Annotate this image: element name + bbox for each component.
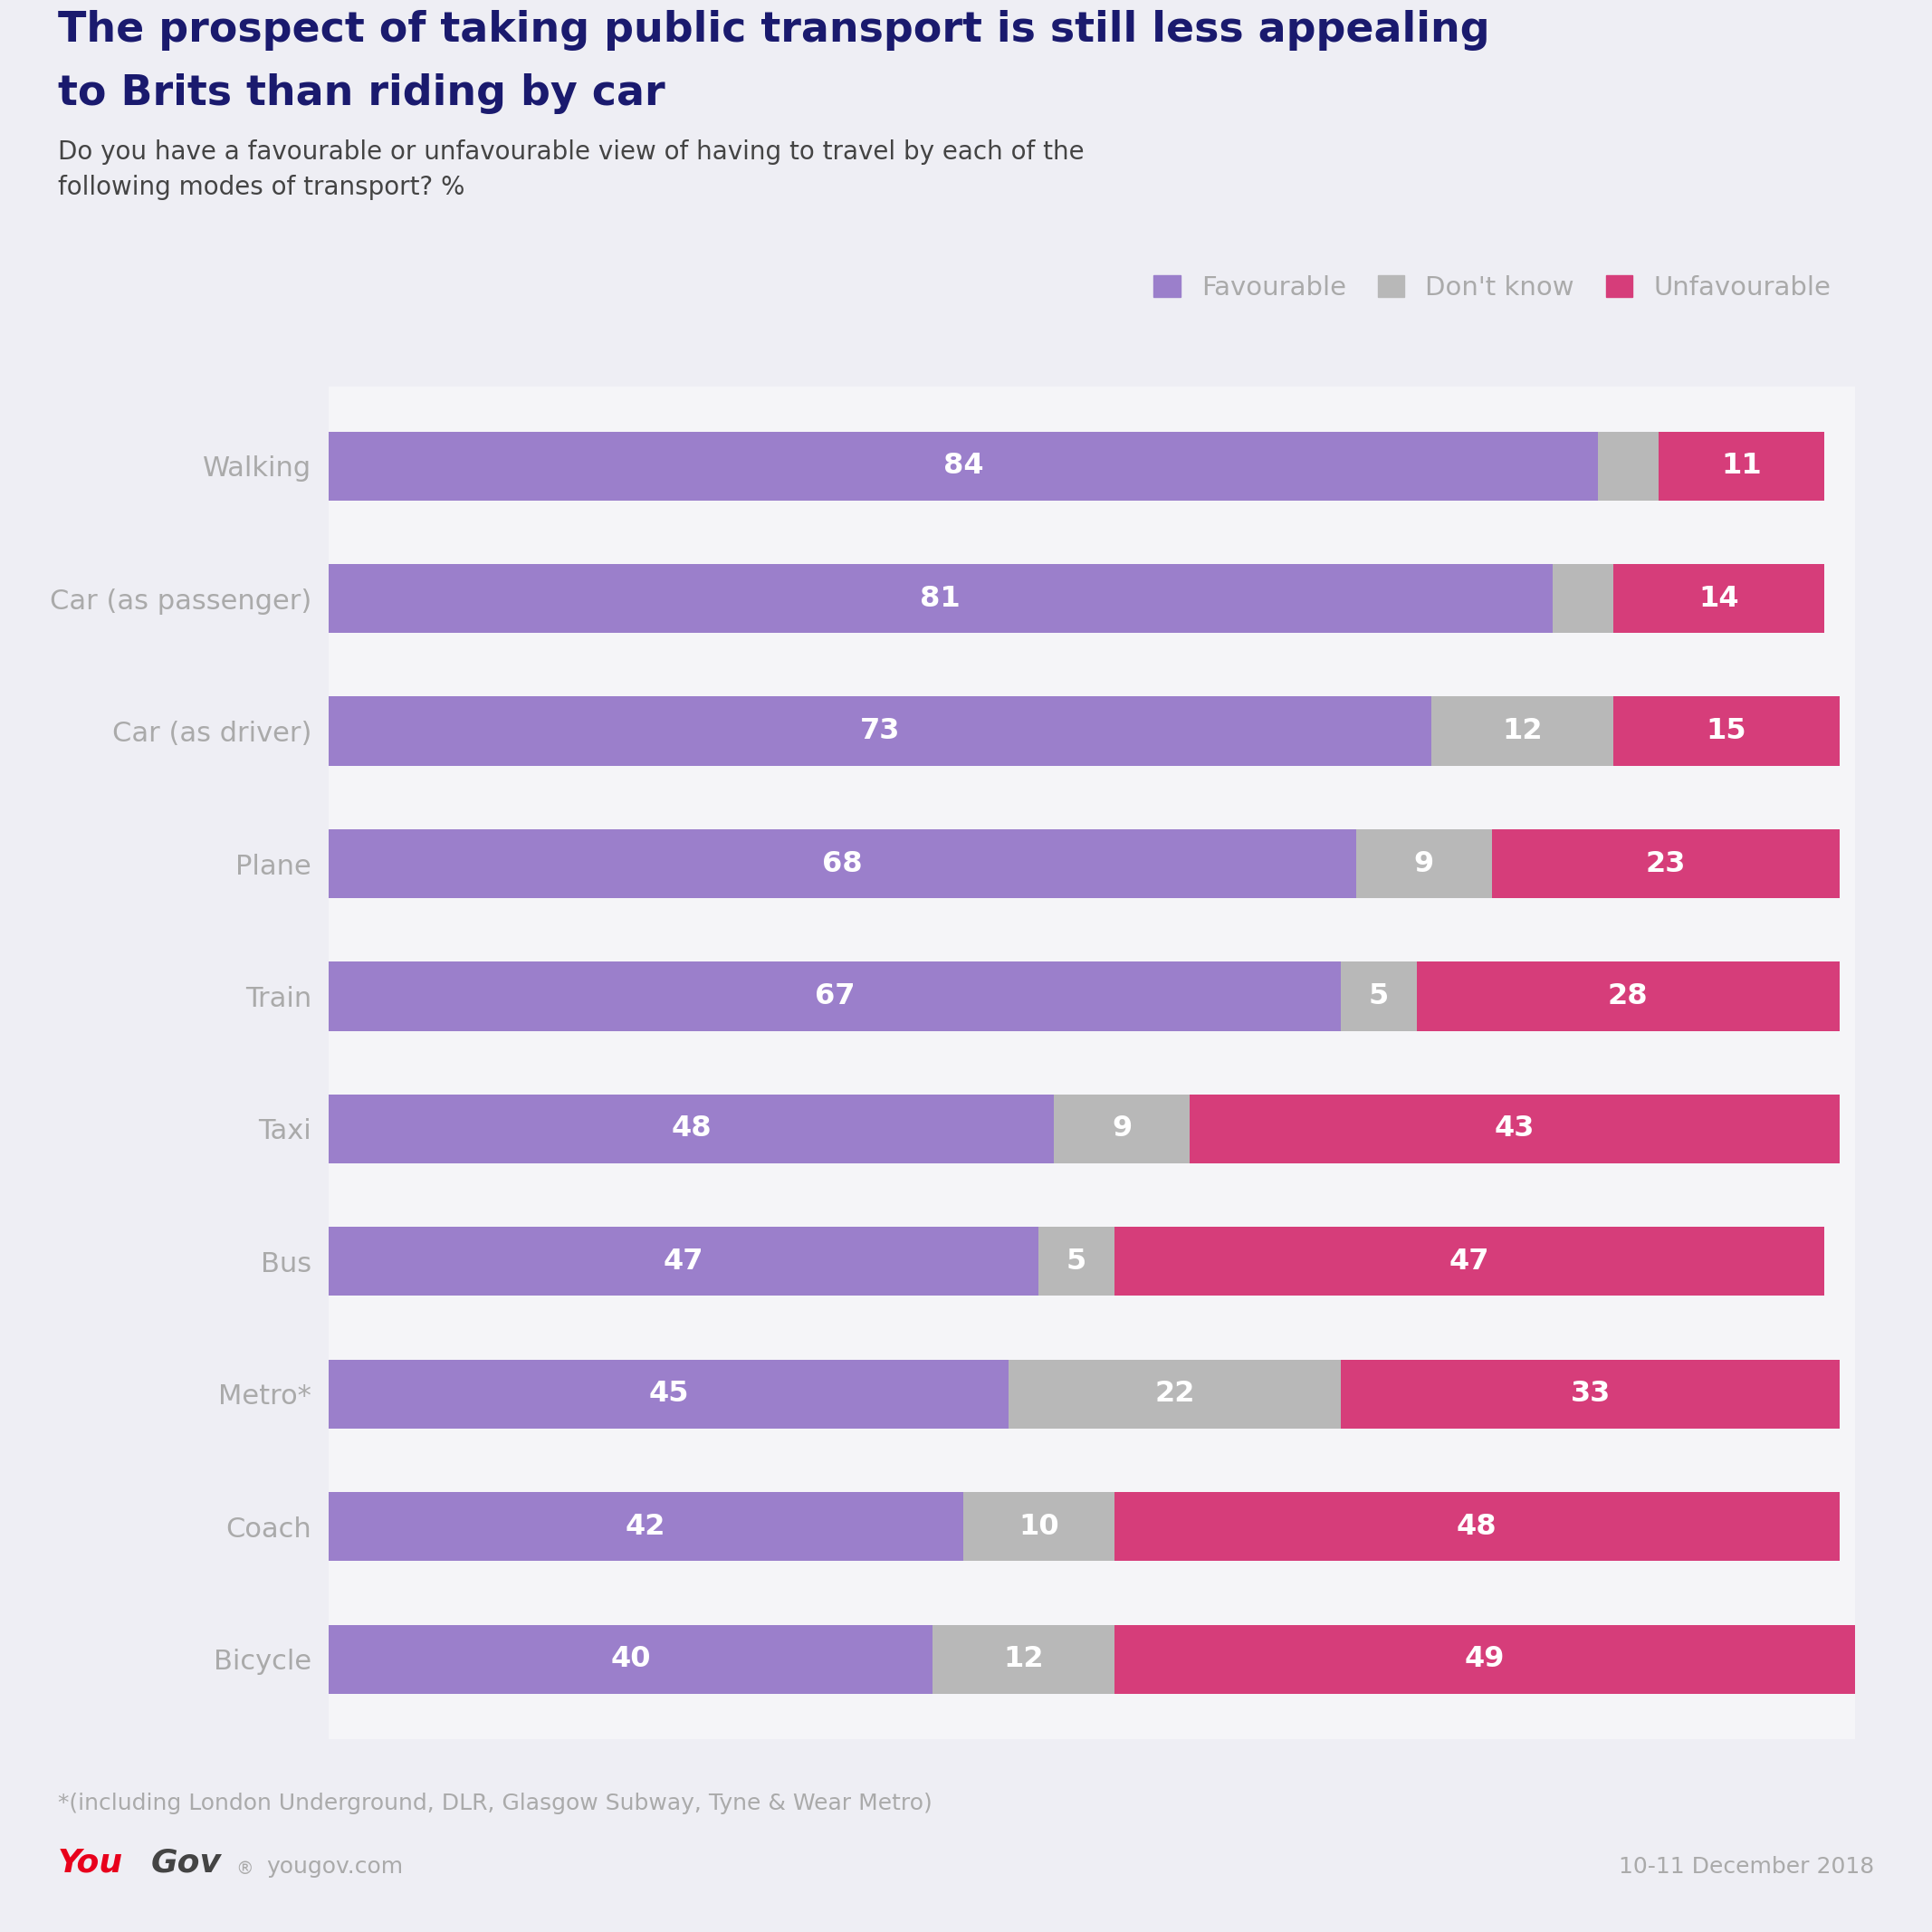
Text: 42: 42 [626,1513,667,1540]
Bar [1613,564,1824,634]
Bar [328,829,1356,898]
Text: to Brits than riding by car: to Brits than riding by car [58,73,665,114]
Bar [328,962,1341,1032]
Text: yougov.com: yougov.com [267,1857,404,1878]
Text: 49: 49 [1464,1646,1505,1673]
Bar [328,564,1553,634]
Text: 48: 48 [670,1115,711,1144]
Bar [328,1094,1053,1163]
Bar [1598,431,1658,500]
Bar [1416,962,1839,1032]
Bar [1341,1360,1839,1428]
Text: 40: 40 [611,1646,651,1673]
Legend: Favourable, Don't know, Unfavourable: Favourable, Don't know, Unfavourable [1144,265,1841,311]
Text: 22: 22 [1155,1379,1194,1408]
Bar [328,1492,964,1561]
Bar [1115,1625,1855,1694]
Text: You: You [58,1847,124,1878]
Text: 33: 33 [1571,1379,1609,1408]
Bar [328,431,1598,500]
Text: 10: 10 [1018,1513,1059,1540]
Text: 5: 5 [1368,981,1389,1010]
Text: The prospect of taking public transport is still less appealing: The prospect of taking public transport … [58,10,1490,50]
Bar [1115,1492,1839,1561]
Bar [933,1625,1115,1694]
Bar [1553,564,1613,634]
Text: 10-11 December 2018: 10-11 December 2018 [1619,1857,1874,1878]
Bar [1492,829,1839,898]
Bar [1009,1360,1341,1428]
Bar [1658,431,1824,500]
Text: 9: 9 [1111,1115,1132,1144]
Text: Gov: Gov [151,1847,222,1878]
Bar [328,1625,933,1694]
Bar [1341,962,1416,1032]
Text: 9: 9 [1414,850,1434,877]
Text: 48: 48 [1457,1513,1497,1540]
Bar [328,1360,1009,1428]
Text: 45: 45 [649,1379,688,1408]
Bar [1053,1094,1190,1163]
Text: 73: 73 [860,717,900,746]
Text: 12: 12 [1501,717,1542,746]
Bar [328,1227,1039,1296]
Bar [328,697,1432,765]
Bar [1190,1094,1839,1163]
Bar [964,1492,1115,1561]
Text: ®: ® [236,1861,253,1878]
Text: 23: 23 [1646,850,1687,877]
Text: 15: 15 [1706,717,1747,746]
Bar [1115,1227,1824,1296]
Text: 43: 43 [1495,1115,1534,1144]
Bar [1039,1227,1115,1296]
Text: 12: 12 [1003,1646,1043,1673]
Text: 68: 68 [821,850,862,877]
Text: 84: 84 [943,452,983,479]
Text: 47: 47 [1449,1248,1490,1275]
Text: 81: 81 [920,585,960,612]
Text: 28: 28 [1607,981,1648,1010]
Text: 47: 47 [663,1248,703,1275]
Text: 11: 11 [1721,452,1762,479]
Text: 14: 14 [1698,585,1739,612]
Text: *(including London Underground, DLR, Glasgow Subway, Tyne & Wear Metro): *(including London Underground, DLR, Gla… [58,1793,933,1814]
Text: Do you have a favourable or unfavourable view of having to travel by each of the: Do you have a favourable or unfavourable… [58,139,1084,199]
Bar [1356,829,1492,898]
Bar [1432,697,1613,765]
Text: 67: 67 [815,981,854,1010]
Bar [1613,697,1839,765]
Text: 5: 5 [1066,1248,1086,1275]
